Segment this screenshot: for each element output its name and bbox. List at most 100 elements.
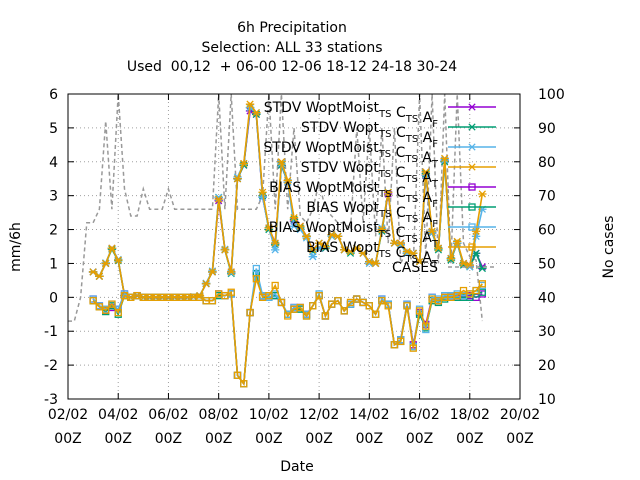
data-point [365, 302, 373, 310]
data-point [277, 298, 286, 307]
legend-label: STDV WoptTS CTS AF [301, 120, 438, 150]
x-tick-label-hour: 00Z [54, 431, 81, 447]
series-line [92, 275, 483, 386]
y-tick-label: 1 [49, 256, 58, 272]
data-point [289, 214, 299, 222]
data-point [371, 310, 380, 318]
data-point [114, 308, 122, 317]
x-tick-label-hour: 00Z [105, 431, 132, 447]
data-point [246, 308, 254, 317]
y-tick-label: -2 [44, 358, 58, 374]
data-point [252, 108, 261, 117]
y2-tick-label: 10 [538, 392, 556, 408]
data-point [409, 344, 417, 352]
y2-tick-label: 50 [538, 256, 556, 272]
y-tick-label: 4 [49, 155, 58, 171]
legend-swatch-marker [468, 103, 476, 111]
data-point [102, 306, 110, 314]
data-point [233, 175, 242, 183]
data-point [471, 227, 481, 235]
legend-swatch-marker [468, 163, 476, 171]
x-tick-label-hour: 00Z [155, 431, 182, 447]
x-tick-label-date: 08/02 [198, 407, 238, 423]
legend-label: BIAS WoptTS CTS AF [306, 200, 438, 230]
legend-swatch-marker [468, 223, 476, 231]
data-point [252, 264, 260, 273]
title-line-3: Used 00,12 + 06-00 12-06 18-12 24-18 30-… [127, 59, 457, 75]
x-tick-label-hour: 00Z [456, 431, 483, 447]
y-tick-label: 5 [49, 121, 58, 137]
x-tick-label-hour: 00Z [205, 431, 232, 447]
data-point [478, 280, 486, 288]
legend-label: BIAS WoptMoistTS CTS AT [269, 220, 439, 250]
x-tick-label-date: 18/02 [450, 407, 490, 423]
data-point [283, 176, 292, 185]
data-point [258, 188, 267, 196]
legend-swatch-marker [468, 123, 476, 131]
series-line [68, 94, 484, 322]
y-tick-label: 6 [49, 87, 58, 103]
x-tick-label-date: 06/02 [148, 407, 188, 423]
x-tick-label-date: 20/02 [500, 407, 540, 423]
y2-tick-label: 100 [538, 87, 565, 103]
data-point [378, 297, 386, 305]
y2-axis-label: No cases [601, 216, 617, 279]
data-point [284, 312, 292, 320]
data-point [227, 288, 235, 296]
y2-tick-label: 20 [538, 358, 556, 374]
x-tick-label-hour: 00Z [255, 431, 282, 447]
data-point [340, 307, 348, 315]
data-point [308, 246, 318, 254]
x-tick-label-hour: 00Z [305, 431, 332, 447]
data-point [233, 371, 242, 379]
y-tick-label: -3 [44, 392, 58, 408]
data-point [427, 227, 437, 235]
cases-series [68, 94, 484, 322]
y-tick-label: -1 [44, 324, 58, 340]
data-point [308, 253, 318, 261]
data-point [377, 225, 387, 234]
y2-tick-label: 90 [538, 121, 556, 137]
x-tick-label-date: 02/02 [48, 407, 88, 423]
x-tick-label-hour: 00Z [506, 431, 533, 447]
data-point [88, 268, 98, 276]
data-point [333, 232, 343, 240]
data-point [384, 302, 392, 310]
data-series [88, 100, 487, 388]
x-tick-label-date: 16/02 [399, 407, 439, 423]
x-tick-label-hour: 00Z [406, 431, 433, 447]
data-point [95, 272, 104, 280]
y-tick-label: 3 [49, 189, 58, 205]
data-point [440, 154, 449, 163]
y2-tick-label: 40 [538, 290, 556, 306]
data-point [227, 269, 236, 277]
axis-ticks: -3 -2 -1 0 1 2 3 4 5 6 10 20 30 40 50 60 70 80 90 100 02/02 0… [44, 87, 565, 447]
data-point [302, 312, 311, 320]
data-point [252, 275, 260, 283]
data-point [107, 244, 117, 252]
data-point [396, 239, 405, 247]
y2-tick-label: 30 [538, 324, 556, 340]
legend-label: CASES [392, 260, 438, 276]
data-point [321, 312, 330, 320]
data-point [296, 222, 305, 230]
data-point [446, 254, 456, 263]
data-point [453, 237, 462, 246]
data-point [315, 291, 323, 300]
data-point [409, 249, 418, 257]
data-point [270, 239, 280, 247]
x-axis-label: Date [280, 459, 313, 475]
data-point [114, 256, 123, 264]
data-point [214, 195, 223, 203]
legend-swatch-marker [468, 183, 476, 191]
data-point [265, 291, 273, 300]
legend-label: BIAS WoptMoistTS CTS AF [269, 180, 438, 210]
series-8 [68, 94, 484, 322]
data-point [415, 258, 424, 266]
x-tick-label-date: 10/02 [249, 407, 289, 423]
data-point [472, 286, 480, 295]
data-point [478, 190, 487, 198]
data-point [415, 307, 424, 315]
y2-tick-label: 80 [538, 155, 556, 171]
legend-label: BIAS WoptTS CTS AT [306, 240, 439, 270]
